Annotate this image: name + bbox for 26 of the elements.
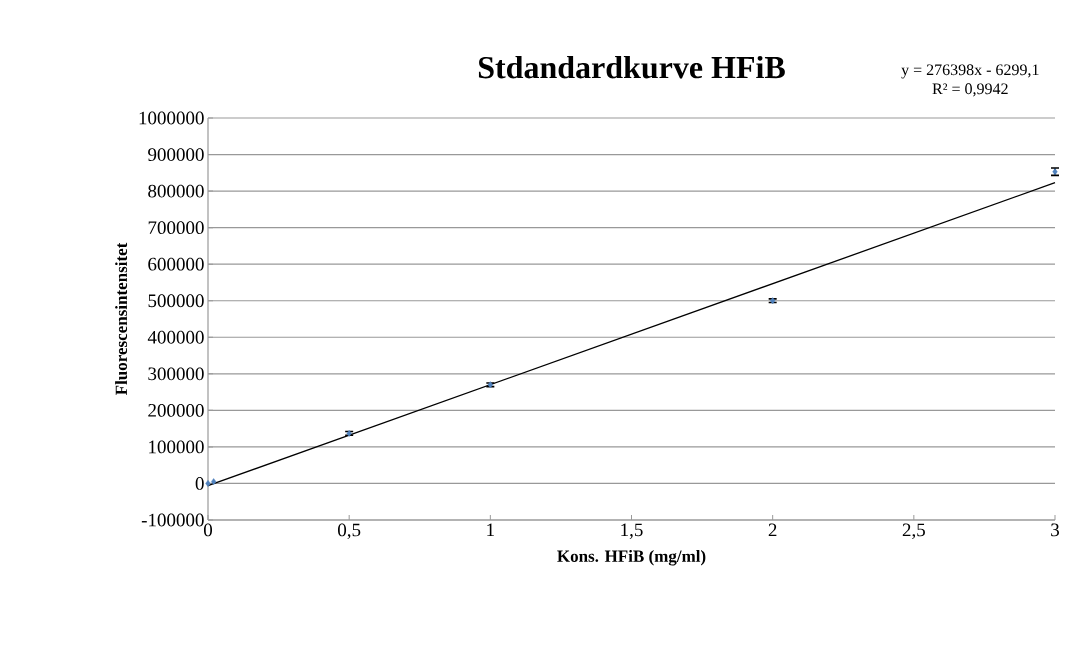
chart-title: Stdandardkurve HFiB bbox=[478, 55, 785, 79]
y-tick-label: 100000 bbox=[149, 440, 204, 454]
y-tick-label: 600000 bbox=[148, 257, 204, 271]
y-tick-label: 500000 bbox=[148, 294, 204, 308]
x-tick-label: 0,5 bbox=[338, 523, 361, 540]
x-tick-label: 2,5 bbox=[902, 523, 925, 540]
x-tick-label: 0 bbox=[203, 523, 213, 537]
point bbox=[205, 480, 211, 487]
y-tick-label: 400000 bbox=[147, 330, 204, 344]
y-tick-label: 900000 bbox=[148, 148, 204, 161]
y-tick-label: -100000 bbox=[141, 513, 204, 527]
y-tick-label: 0 bbox=[195, 477, 204, 490]
text: y = 276398x - 6299,1 bbox=[901, 64, 1039, 79]
x-axis-title: Kons. HFiB (mg/ml) bbox=[557, 549, 706, 566]
x-tick-label: 1 bbox=[487, 523, 494, 537]
text: R² = 0,9942 bbox=[932, 83, 1008, 97]
x-tick-label: 3 bbox=[1051, 523, 1059, 537]
y-axis-title: Fluorescensintensitet bbox=[115, 242, 128, 396]
y-tick-label: 300000 bbox=[148, 367, 204, 381]
point bbox=[211, 478, 217, 486]
y-tick-label: 1000000 bbox=[139, 111, 204, 125]
y-tick-label: 800000 bbox=[148, 184, 204, 198]
y-tick-label: 700000 bbox=[148, 221, 204, 235]
y-tick-label: 200000 bbox=[148, 403, 204, 417]
x-tick-label: 1,5 bbox=[621, 523, 643, 539]
x-tick-label: 2 bbox=[768, 523, 777, 537]
